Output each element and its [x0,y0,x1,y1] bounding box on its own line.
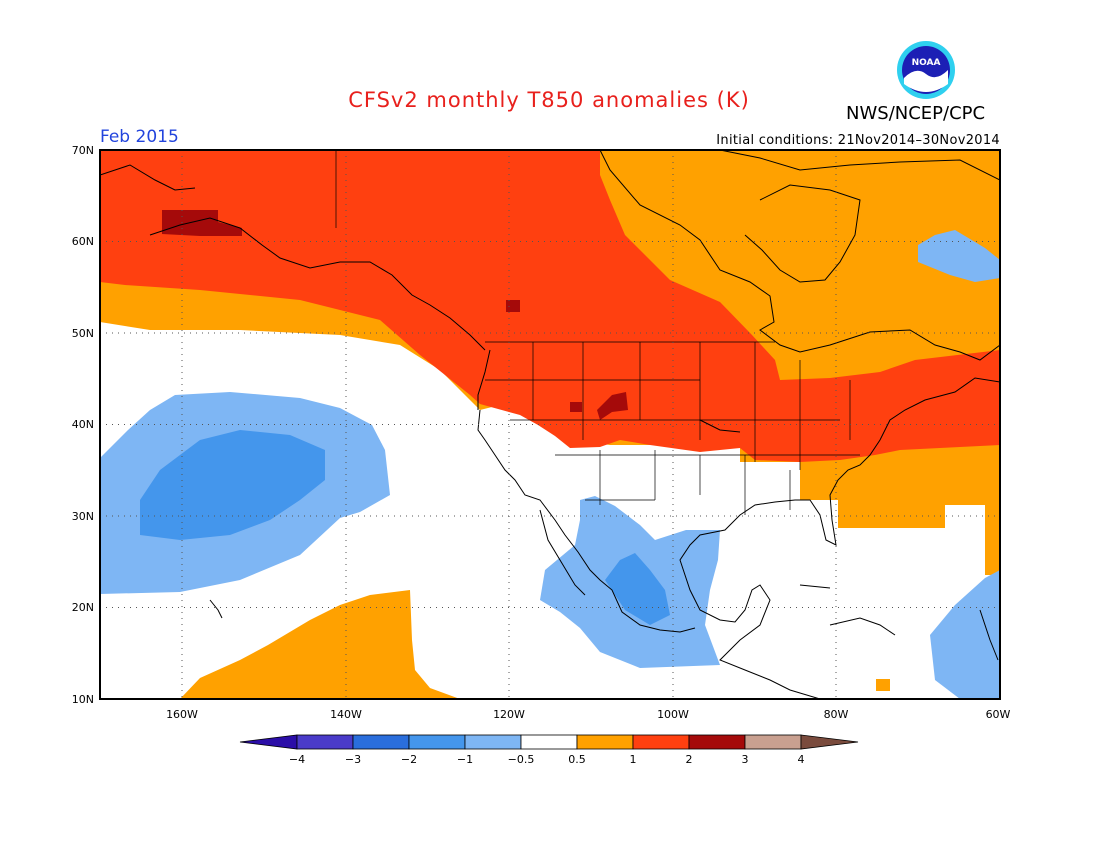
lon-tick-label: 60W [986,708,1011,721]
legend-swatch [576,734,634,750]
lat-tick-label: 40N [72,418,94,431]
lon-tick-label: 120W [493,708,525,721]
legend-swatch [744,734,802,750]
lon-tick-label: 140W [330,708,362,721]
lat-tick-label: 70N [72,144,94,157]
legend-swatch [688,734,746,750]
legend-label: 2 [686,753,693,766]
lat-tick-label: 60N [72,235,94,248]
lat-tick-label: 50N [72,327,94,340]
legend-label: −3 [345,753,361,766]
map-title: CFSv2 monthly T850 anomalies (K) [348,88,750,112]
anomaly-region-warm-1-2 [100,150,1000,462]
forecast-month: Feb 2015 [100,127,179,147]
lon-tick-label: 80W [824,708,849,721]
legend-label: 0.5 [568,753,586,766]
initial-conditions: Initial conditions: 21Nov2014–30Nov2014 [716,133,1000,148]
legend-swatch [296,734,354,750]
lon-tick-label: 160W [166,708,198,721]
lat-tick-label: 20N [72,601,94,614]
lat-tick-label: 30N [72,510,94,523]
lon-tick-label: 100W [657,708,689,721]
graticule [100,150,1000,699]
legend-label: −4 [289,753,305,766]
legend-swatch-below--4 [239,734,298,750]
state-borders [335,150,860,515]
legend-swatch [520,734,578,750]
legend-label: −0.5 [508,753,535,766]
logo-text: NOAA [912,58,941,68]
agency-label: NWS/NCEP/CPC [846,103,986,124]
legend-swatch [352,734,410,750]
legend-label: 4 [798,753,805,766]
noaa-logo: NOAA [897,41,955,99]
legend-label: 1 [630,753,637,766]
legend-swatch [408,734,466,750]
color-legend: −4 −3 −2 −1 −0.5 0.5 1 2 3 4 [239,734,859,766]
legend-swatch-above-4 [800,734,859,750]
legend-swatch [632,734,690,750]
legend-label: 3 [742,753,749,766]
anomaly-region-cool-1-2 [140,430,670,625]
lat-tick-label: 10N [72,693,94,706]
legend-swatch [464,734,522,750]
lon-axis: 160W 140W 120W 100W 80W 60W [166,708,1010,721]
legend-label: −2 [401,753,417,766]
legend-label: −1 [457,753,473,766]
coastlines [100,150,1000,699]
lat-axis: 70N 60N 50N 40N 30N 20N 10N [72,144,94,706]
map-frame [99,149,1001,700]
